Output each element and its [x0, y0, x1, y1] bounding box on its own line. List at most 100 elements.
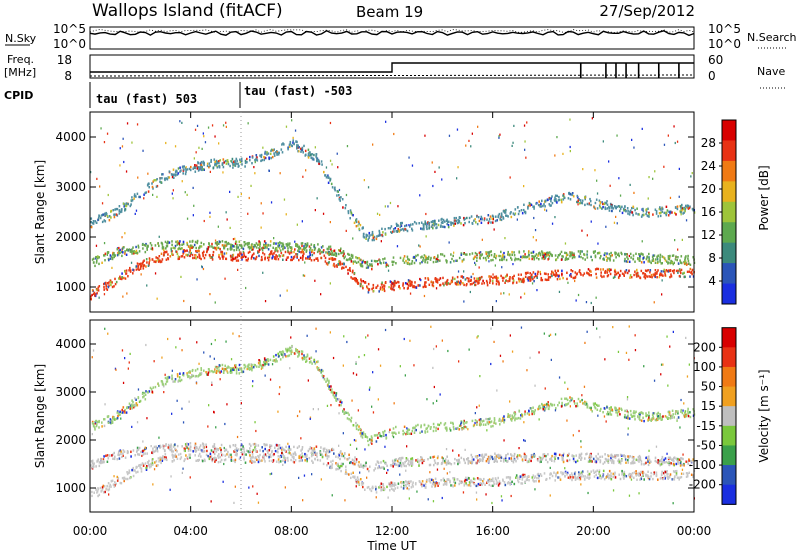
range-cell — [257, 454, 259, 458]
range-cell — [681, 209, 683, 212]
range-cell — [242, 255, 245, 258]
range-cell — [578, 255, 580, 258]
range-cell — [112, 209, 114, 212]
range-cell — [297, 249, 299, 252]
range-cell — [260, 202, 262, 205]
range-cell — [355, 458, 358, 461]
range-cell — [497, 214, 500, 217]
range-cell — [462, 223, 465, 227]
range-cell — [629, 210, 631, 214]
range-cell — [238, 164, 240, 168]
range-cell — [435, 278, 438, 281]
range-cell — [202, 132, 204, 135]
range-cell — [492, 215, 495, 218]
range-cell — [112, 453, 114, 456]
power-colorbar-label: Power [dB] — [757, 165, 771, 230]
range-cell — [298, 245, 301, 248]
range-cell — [593, 471, 595, 474]
range-cell — [395, 458, 397, 461]
range-cell — [585, 401, 588, 404]
range-cell — [296, 223, 298, 226]
range-cell — [690, 271, 692, 274]
range-cell — [579, 454, 582, 457]
range-cell — [344, 472, 347, 475]
range-cell — [142, 463, 145, 466]
range-cell — [598, 476, 601, 479]
range-cell — [477, 282, 479, 285]
range-cell — [341, 452, 343, 456]
range-cell — [194, 165, 197, 169]
range-cell — [269, 252, 272, 255]
range-cell — [316, 455, 318, 458]
range-cell — [600, 271, 602, 274]
range-cell — [280, 242, 282, 245]
range-cell — [347, 272, 349, 275]
range-cell — [530, 459, 532, 463]
range-cell — [545, 272, 547, 276]
range-cell — [670, 259, 672, 263]
range-cell — [683, 462, 685, 466]
range-cell — [350, 276, 352, 279]
range-cell — [432, 184, 434, 188]
range-cell — [661, 458, 663, 461]
range-cell — [281, 151, 284, 154]
range-cell — [507, 280, 509, 283]
power-scatter — [90, 117, 696, 305]
range-cell — [390, 281, 393, 284]
range-cell — [496, 481, 499, 484]
range-cell — [445, 261, 448, 264]
range-cell — [175, 240, 177, 244]
range-cell — [344, 255, 346, 258]
range-cell — [562, 452, 565, 456]
range-cell — [555, 454, 557, 457]
range-cell — [527, 207, 529, 210]
range-cell — [255, 246, 258, 249]
range-cell — [162, 246, 165, 249]
range-cell — [381, 233, 383, 237]
range-cell — [251, 455, 254, 459]
range-cell — [111, 281, 113, 284]
range-cell — [357, 282, 359, 285]
range-cell — [153, 445, 156, 449]
range-cell — [218, 142, 220, 145]
range-cell — [424, 285, 426, 288]
range-cell — [243, 453, 246, 456]
range-cell — [189, 249, 191, 252]
range-cell — [675, 472, 678, 475]
range-cell — [252, 248, 254, 251]
range-cell — [580, 456, 583, 460]
range-cell — [553, 471, 555, 474]
range-cell — [307, 154, 310, 158]
range-cell — [261, 459, 263, 462]
range-cell — [151, 461, 154, 465]
range-cell — [513, 455, 515, 458]
range-cell — [369, 234, 371, 237]
range-cell — [335, 462, 337, 465]
range-cell — [281, 448, 283, 451]
range-cell — [119, 210, 122, 214]
range-cell — [623, 259, 626, 263]
range-cell — [590, 455, 593, 459]
range-cell — [606, 271, 608, 274]
range-cell — [628, 213, 631, 216]
range-cell — [321, 455, 324, 459]
range-cell — [211, 242, 213, 246]
range-cell — [293, 461, 296, 464]
range-cell — [314, 209, 316, 212]
range-cell — [468, 481, 471, 484]
range-cell — [392, 228, 395, 231]
range-cell — [503, 258, 505, 261]
range-cell — [142, 453, 145, 456]
range-cell — [389, 464, 392, 467]
range-cell — [615, 256, 617, 259]
range-cell — [369, 441, 372, 444]
range-cell — [434, 461, 437, 465]
range-cell — [497, 215, 500, 219]
range-cell — [675, 457, 678, 460]
range-cell — [551, 195, 553, 198]
range-cell — [433, 459, 436, 462]
range-cell — [463, 484, 466, 487]
range-cell — [590, 255, 592, 259]
nsky-label: N.Sky — [5, 32, 37, 45]
range-cell — [513, 254, 516, 257]
